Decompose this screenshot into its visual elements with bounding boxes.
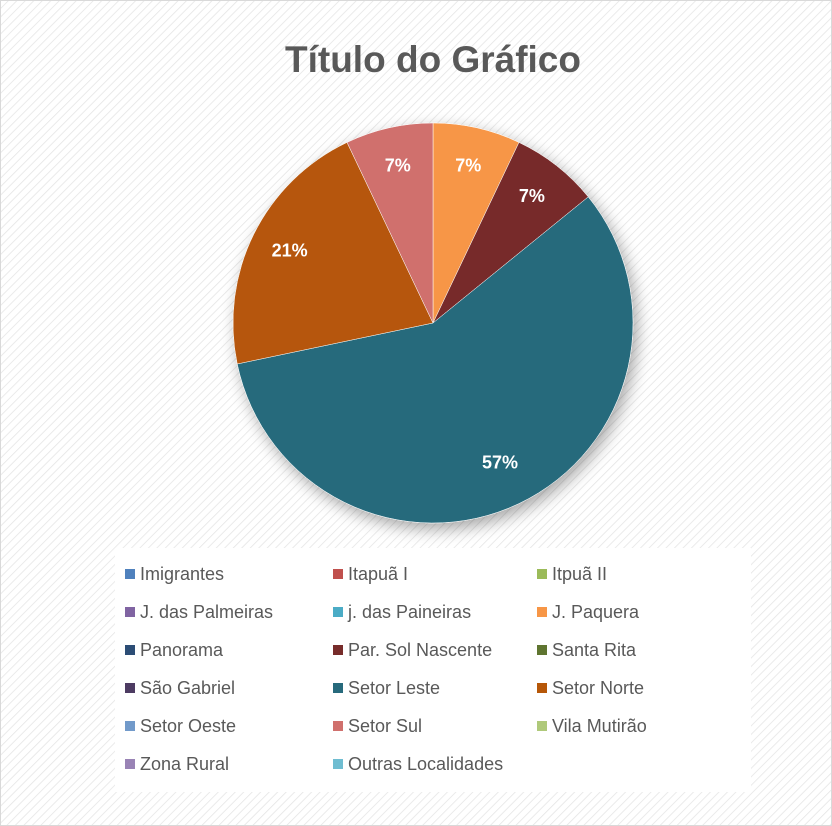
- legend-label: Setor Sul: [348, 716, 422, 736]
- legend-swatch: [333, 759, 343, 769]
- legend-swatch: [125, 645, 135, 655]
- legend-label: Panorama: [140, 640, 224, 660]
- legend-swatch: [333, 607, 343, 617]
- legend-swatch: [125, 569, 135, 579]
- legend-label: São Gabriel: [140, 678, 235, 698]
- legend-label: Santa Rita: [552, 640, 637, 660]
- legend-swatch: [125, 721, 135, 731]
- legend-swatch: [333, 683, 343, 693]
- legend-swatch: [537, 645, 547, 655]
- legend-swatch: [537, 683, 547, 693]
- legend-label: Outras Localidades: [348, 754, 503, 774]
- legend-box: [115, 548, 751, 792]
- legend-label: Itpuã II: [552, 564, 607, 584]
- legend-label: Par. Sol Nascente: [348, 640, 492, 660]
- data-label: 7%: [385, 156, 411, 176]
- legend-swatch: [333, 721, 343, 731]
- legend-label: Itapuã I: [348, 564, 408, 584]
- legend-label: Vila Mutirão: [552, 716, 647, 736]
- legend-label: J. Paquera: [552, 602, 640, 622]
- chart-title: Título do Gráfico: [285, 39, 581, 80]
- legend-label: j. das Paineiras: [347, 602, 471, 622]
- legend-swatch: [537, 721, 547, 731]
- legend-label: Imigrantes: [140, 564, 224, 584]
- legend-label: Setor Oeste: [140, 716, 236, 736]
- data-label: 57%: [482, 453, 518, 473]
- legend-swatch: [125, 683, 135, 693]
- pie-slice: [236, 196, 634, 524]
- legend-label: Setor Leste: [348, 678, 440, 698]
- data-label: 21%: [272, 241, 308, 261]
- data-label: 7%: [519, 186, 545, 206]
- legend-label: Setor Norte: [552, 678, 644, 698]
- legend-swatch: [333, 645, 343, 655]
- pie: [232, 122, 634, 524]
- legend-swatch: [537, 569, 547, 579]
- pie-slice: [232, 142, 434, 365]
- legend-swatch: [537, 607, 547, 617]
- legend-swatch: [333, 569, 343, 579]
- legend-swatch: [125, 759, 135, 769]
- legend-label: Zona Rural: [140, 754, 229, 774]
- legend-label: J. das Palmeiras: [140, 602, 273, 622]
- data-label: 7%: [455, 156, 481, 176]
- legend-swatch: [125, 607, 135, 617]
- pie-slice: [346, 122, 434, 324]
